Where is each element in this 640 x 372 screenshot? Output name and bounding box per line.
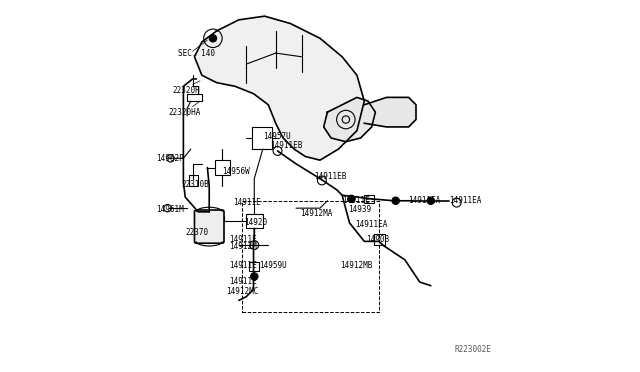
Text: 14962P: 14962P: [156, 154, 184, 163]
Circle shape: [427, 197, 435, 205]
FancyBboxPatch shape: [195, 210, 224, 243]
Text: 14911E: 14911E: [233, 198, 261, 207]
Text: 14911E: 14911E: [230, 261, 257, 270]
Text: 14911EA: 14911EA: [355, 220, 387, 229]
Bar: [243, 201, 379, 311]
Text: 14956W: 14956W: [222, 167, 250, 176]
Text: 14912M: 14912M: [230, 243, 257, 251]
Text: 14939: 14939: [348, 205, 371, 215]
Text: 14920: 14920: [244, 218, 268, 227]
Polygon shape: [364, 97, 416, 127]
Polygon shape: [195, 16, 364, 160]
Circle shape: [348, 195, 355, 203]
Bar: [364, 195, 374, 203]
Text: R223002E: R223002E: [454, 345, 492, 354]
Text: 22320HA: 22320HA: [168, 108, 201, 117]
Polygon shape: [324, 97, 376, 142]
Text: 14911EA: 14911EA: [449, 196, 482, 205]
Text: 22310B: 22310B: [182, 180, 209, 189]
Text: 14961M: 14961M: [156, 205, 184, 215]
Circle shape: [392, 197, 399, 205]
Text: 14911E: 14911E: [342, 196, 370, 205]
Circle shape: [209, 35, 216, 42]
Text: 22320H: 22320H: [172, 86, 200, 94]
Text: 14911EB: 14911EB: [270, 141, 303, 150]
Text: 14912MA: 14912MA: [300, 209, 332, 218]
Bar: [374, 234, 385, 245]
Text: 14912MC: 14912MC: [226, 287, 258, 296]
Text: 22370: 22370: [185, 228, 209, 237]
Bar: [252, 127, 272, 149]
Text: 14911EB: 14911EB: [314, 172, 347, 181]
Text: 14911E: 14911E: [230, 235, 257, 244]
Bar: [249, 262, 259, 271]
Bar: [246, 214, 263, 228]
Bar: [189, 175, 198, 186]
Circle shape: [251, 273, 258, 280]
Text: 14911EA: 14911EA: [408, 196, 441, 205]
Text: 14957U: 14957U: [263, 132, 291, 141]
Text: 14959U: 14959U: [259, 261, 287, 270]
Text: SEC. 140: SEC. 140: [178, 49, 215, 58]
Text: 1490B: 1490B: [366, 235, 389, 244]
Bar: [215, 160, 230, 175]
Bar: [187, 94, 202, 101]
Text: 14911E: 14911E: [230, 278, 257, 286]
Text: 14912MB: 14912MB: [340, 261, 372, 270]
